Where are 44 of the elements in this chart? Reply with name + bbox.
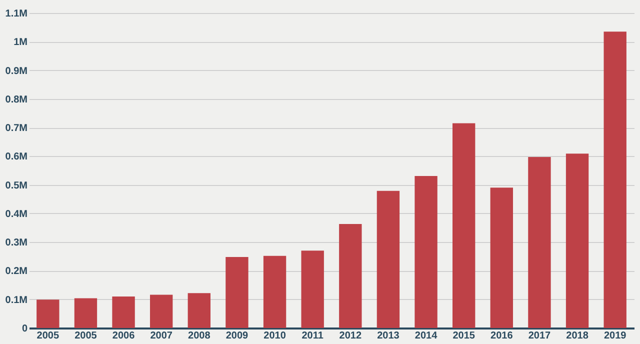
x-tick-label: 2015 [452,330,476,342]
y-tick-label: 1M [14,37,28,48]
bar [604,32,626,328]
x-tick-label: 2017 [528,330,552,342]
bar [36,300,60,328]
bar [112,296,135,328]
bar [188,293,210,328]
x-tick-label: 2014 [414,330,438,342]
bar [150,294,173,328]
x-tick-label: 2005 [36,330,60,342]
bar [528,157,551,328]
bar [301,250,324,328]
y-tick-label: 0.5M [5,180,28,192]
x-tick-label: 2009 [226,330,249,342]
bar [452,123,476,328]
x-tick-label: 2005 [74,330,98,342]
x-tick-label: 2006 [112,330,136,342]
x-tick-label: 2019 [604,330,627,342]
y-tick-label: 0.1M [5,294,28,306]
bar [339,224,362,328]
x-tick-label: 2012 [339,330,362,342]
bar [566,154,589,328]
x-tick-label: 2016 [490,330,514,342]
y-tick-label: 0.6M [5,152,28,163]
x-tick-label: 2010 [264,330,286,342]
y-tick-label: 0.2M [5,266,28,278]
x-tick-label: 2013 [377,330,400,342]
bar [74,298,98,328]
x-tick-label: 2007 [150,330,173,342]
bar [376,190,400,328]
y-tick-label: 0.4M [5,208,28,220]
y-tick-label: 0.9M [5,66,28,77]
bar [263,256,286,328]
x-tick-label: 2008 [188,330,211,342]
y-tick-label: 0.7M [5,123,28,134]
y-tick-label: 0 [22,324,28,334]
bar [226,256,248,328]
y-tick-label: 0.8M [5,94,28,106]
y-tick-label: 0.3M [5,238,28,249]
y-tick-label: 1.1M [5,8,28,20]
x-tick-label: 2011 [302,330,324,342]
bar [490,188,513,328]
bar [414,176,438,328]
x-tick-label: 2018 [566,330,589,342]
